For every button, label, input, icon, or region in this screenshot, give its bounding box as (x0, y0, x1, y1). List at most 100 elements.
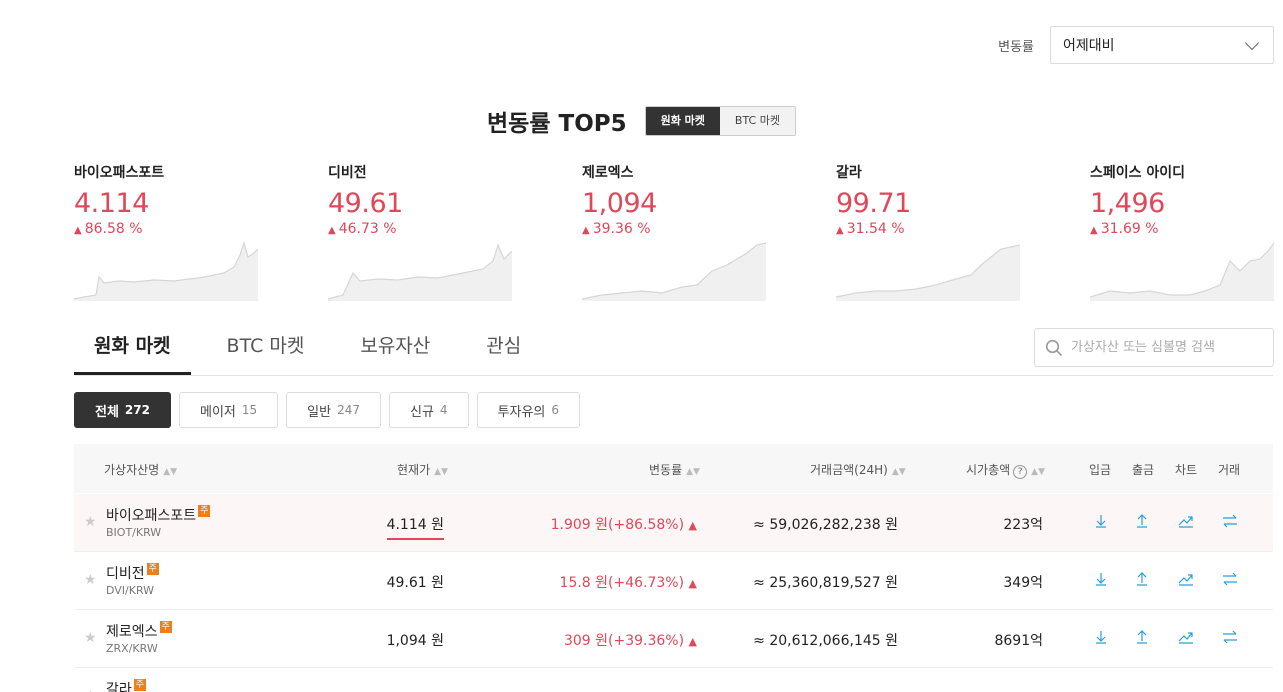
filter-general-button[interactable]: 일반 247 (286, 392, 381, 428)
chart-icon[interactable] (1178, 629, 1194, 645)
top5-card[interactable]: 제로엑스 1,094 ▲ 39.36 % (582, 162, 836, 301)
chart-icon[interactable] (1178, 571, 1194, 587)
star-icon[interactable]: ★ (84, 630, 97, 646)
up-triangle-icon: ▲ (74, 225, 82, 236)
table-row[interactable]: ★ 바이오패스포트 주 BIOT/KRW 4.114 원 1.909 원(+86.… (74, 494, 1273, 552)
coin-name: 디비전 (106, 566, 145, 582)
coin-cap: 8691억 (994, 633, 1043, 649)
tab-btc-market[interactable]: BTC 마켓 (226, 335, 305, 357)
trade-icon[interactable] (1222, 513, 1238, 529)
tab-krw-market[interactable]: 원화 마켓 (74, 331, 191, 375)
withdraw-icon[interactable] (1135, 513, 1149, 529)
coin-name: 바이오패스포트 (106, 508, 197, 524)
filter-caution-button[interactable]: 투자유의 6 (476, 392, 581, 428)
top5-card[interactable]: 바이오패스포트 4.114 ▲ 86.58 % (74, 162, 328, 301)
help-icon[interactable]: ? (1013, 465, 1028, 479)
filter-label: 일반 (307, 404, 332, 420)
sort-icon: ▲▼ (163, 467, 178, 477)
sparkline-chart (1090, 242, 1274, 301)
coin-symbol: ZRX/KRW (106, 642, 158, 655)
filter-new-button[interactable]: 신규 4 (388, 392, 469, 428)
up-triangle-icon: ▲ (688, 519, 697, 532)
search-icon (1045, 339, 1063, 356)
header-volume[interactable]: 거래금액(24H) ▲▼ (810, 463, 906, 477)
filter-all-button[interactable]: 전체 272 (74, 392, 171, 428)
top5-tab-krw[interactable]: 원화 마켓 (645, 107, 720, 135)
coin-price: 4.114 원 (386, 514, 444, 540)
tab-favorites[interactable]: 관심 (486, 335, 522, 357)
deposit-icon[interactable] (1094, 513, 1108, 529)
star-icon[interactable]: ★ (84, 572, 97, 588)
tab-divider (74, 375, 1273, 376)
top5-card-price: 49.61 (328, 188, 403, 219)
up-triangle-icon: ▲ (836, 225, 844, 236)
sparkline-chart (582, 242, 766, 301)
up-triangle-icon: ▲ (328, 225, 336, 236)
withdraw-icon[interactable] (1135, 571, 1149, 587)
coin-change: 309 원(+39.36%) (563, 633, 685, 649)
table-row[interactable]: ★ 갈라주 (74, 668, 1273, 692)
filter-label: 메이저 (199, 404, 236, 420)
search-input[interactable] (1071, 340, 1261, 355)
up-triangle-icon: ▲ (688, 577, 697, 590)
tab-holdings[interactable]: 보유자산 (360, 335, 431, 357)
top5-cards: 바이오패스포트 4.114 ▲ 86.58 % 디비전 49.61 ▲ 46.73 … (74, 162, 1283, 301)
header-cap[interactable]: 시가총액? ▲▼ (966, 463, 1046, 479)
chevron-down-icon (1244, 35, 1260, 50)
top5-card[interactable]: 디비전 49.61 ▲ 46.73 % (328, 162, 582, 301)
coin-cap: 223억 (1003, 517, 1043, 533)
header-price[interactable]: 현재가 ▲▼ (397, 463, 448, 477)
top5-card-change: 31.69 % (1100, 221, 1159, 237)
filter-count: 6 (551, 403, 560, 417)
star-icon[interactable]: ★ (84, 514, 97, 530)
coin-name: 갈라 (106, 682, 132, 692)
top5-card-price: 1,496 (1090, 188, 1165, 219)
sparkline-chart (836, 244, 1020, 301)
filter-count: 272 (124, 403, 150, 417)
top5-card-name: 디비전 (328, 165, 367, 181)
top5-title: 변동률 TOP5 (487, 111, 627, 137)
header-withdraw: 출금 (1132, 463, 1155, 477)
filter-count: 4 (439, 403, 448, 417)
coin-price: 1,094 원 (386, 633, 444, 649)
top5-tab-btc[interactable]: BTC 마켓 (719, 107, 795, 135)
top5-card-change: 31.54 % (846, 221, 905, 237)
filter-major-button[interactable]: 메이저 15 (178, 392, 279, 428)
trade-icon[interactable] (1222, 629, 1238, 645)
top5-header: 변동률 TOP5 원화 마켓 BTC 마켓 (0, 104, 1283, 138)
top5-card-change: 46.73 % (338, 221, 397, 237)
deposit-icon[interactable] (1094, 571, 1108, 587)
sort-icon: ▲▼ (1031, 467, 1046, 477)
coin-volume: ≈ 20,612,066,145 원 (753, 633, 898, 649)
top5-card-name: 바이오패스포트 (74, 165, 165, 181)
filter-count: 15 (241, 403, 258, 417)
star-icon[interactable]: ★ (84, 688, 97, 692)
top5-card-name: 스페이스 아이디 (1090, 165, 1186, 181)
coin-price: 49.61 원 (386, 575, 444, 591)
up-triangle-icon: ▲ (688, 635, 697, 648)
caution-badge: 주 (146, 563, 159, 575)
table-row[interactable]: ★ 제로엑스 주 ZRX/KRW 1,094 원 309 원(+39.36%) ▲… (74, 610, 1273, 668)
top5-card[interactable]: 스페이스 아이디 1,496 ▲ 31.69 % (1090, 162, 1283, 301)
deposit-icon[interactable] (1094, 629, 1108, 645)
top5-card-price: 1,094 (582, 188, 657, 219)
rate-select: 변동률 어제대비 (998, 26, 1274, 64)
sort-icon: ▲▼ (686, 467, 700, 477)
chart-icon[interactable] (1178, 513, 1194, 529)
withdraw-icon[interactable] (1135, 629, 1149, 645)
filter-group: 전체 272 메이저 15 일반 247 신규 4 투자유의 6 (74, 392, 588, 428)
table-row[interactable]: ★ 디비전 주 DVI/KRW 49.61 원 15.8 원(+46.73%) ▲… (74, 552, 1273, 610)
trade-icon[interactable] (1222, 571, 1238, 587)
top5-card-change: 39.36 % (592, 221, 651, 237)
header-name[interactable]: 가상자산명 ▲▼ (104, 463, 178, 477)
coin-symbol: DVI/KRW (106, 584, 155, 597)
top5-card-name: 갈라 (836, 165, 862, 181)
header-change[interactable]: 변동률 ▲▼ (649, 463, 700, 477)
rate-select-dropdown[interactable]: 어제대비 (1050, 26, 1274, 64)
top5-card[interactable]: 갈라 99.71 ▲ 31.54 % (836, 162, 1090, 301)
filter-label: 투자유의 (497, 404, 546, 420)
top5-market-toggle: 원화 마켓 BTC 마켓 (644, 106, 796, 136)
coin-change: 1.909 원(+86.58%) (550, 517, 685, 533)
header-trade: 거래 (1218, 463, 1241, 477)
top5-card-price: 4.114 (74, 188, 149, 219)
